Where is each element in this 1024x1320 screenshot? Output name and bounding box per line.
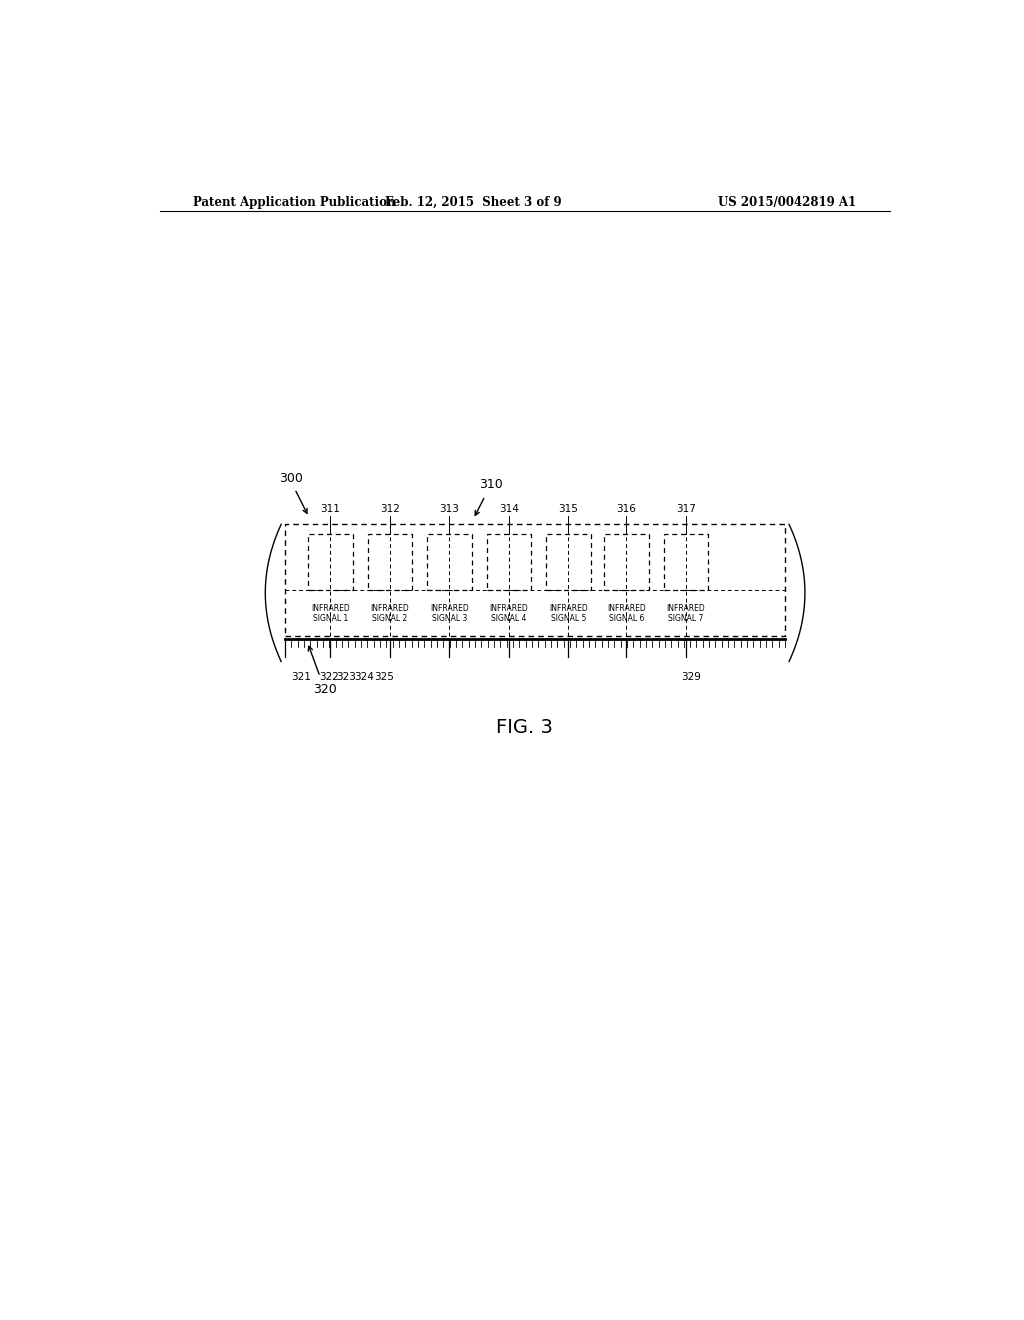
Text: 315: 315	[558, 504, 579, 515]
Text: Patent Application Publication: Patent Application Publication	[194, 195, 395, 209]
Text: 320: 320	[313, 682, 337, 696]
Text: 317: 317	[676, 504, 696, 515]
Text: 329: 329	[682, 672, 701, 681]
Text: INFRARED
SIGNAL 4: INFRARED SIGNAL 4	[489, 603, 528, 623]
Bar	[368, 535, 412, 590]
Text: 312: 312	[380, 504, 399, 515]
Bar	[427, 535, 472, 590]
Text: 323: 323	[336, 672, 356, 681]
Bar	[546, 535, 591, 590]
Text: INFRARED
SIGNAL 3: INFRARED SIGNAL 3	[430, 603, 469, 623]
Text: 311: 311	[321, 504, 340, 515]
Text: 324: 324	[354, 672, 375, 681]
Text: 300: 300	[279, 471, 303, 484]
Bar	[664, 535, 709, 590]
Text: INFRARED
SIGNAL 5: INFRARED SIGNAL 5	[549, 603, 588, 623]
Bar	[604, 535, 648, 590]
Text: 321: 321	[291, 672, 311, 681]
Text: Feb. 12, 2015  Sheet 3 of 9: Feb. 12, 2015 Sheet 3 of 9	[385, 195, 561, 209]
Text: INFRARED
SIGNAL 1: INFRARED SIGNAL 1	[311, 603, 350, 623]
Text: 316: 316	[616, 504, 636, 515]
Text: INFRARED
SIGNAL 6: INFRARED SIGNAL 6	[607, 603, 646, 623]
Text: FIG. 3: FIG. 3	[497, 718, 553, 737]
Text: 325: 325	[375, 672, 394, 681]
Text: 314: 314	[499, 504, 519, 515]
Text: 310: 310	[479, 478, 503, 491]
Text: INFRARED
SIGNAL 2: INFRARED SIGNAL 2	[371, 603, 410, 623]
Bar	[285, 524, 785, 636]
Bar	[308, 535, 352, 590]
Text: US 2015/0042819 A1: US 2015/0042819 A1	[719, 195, 856, 209]
Text: 313: 313	[439, 504, 460, 515]
Bar	[486, 535, 531, 590]
Text: 322: 322	[318, 672, 339, 681]
Text: INFRARED
SIGNAL 7: INFRARED SIGNAL 7	[667, 603, 706, 623]
